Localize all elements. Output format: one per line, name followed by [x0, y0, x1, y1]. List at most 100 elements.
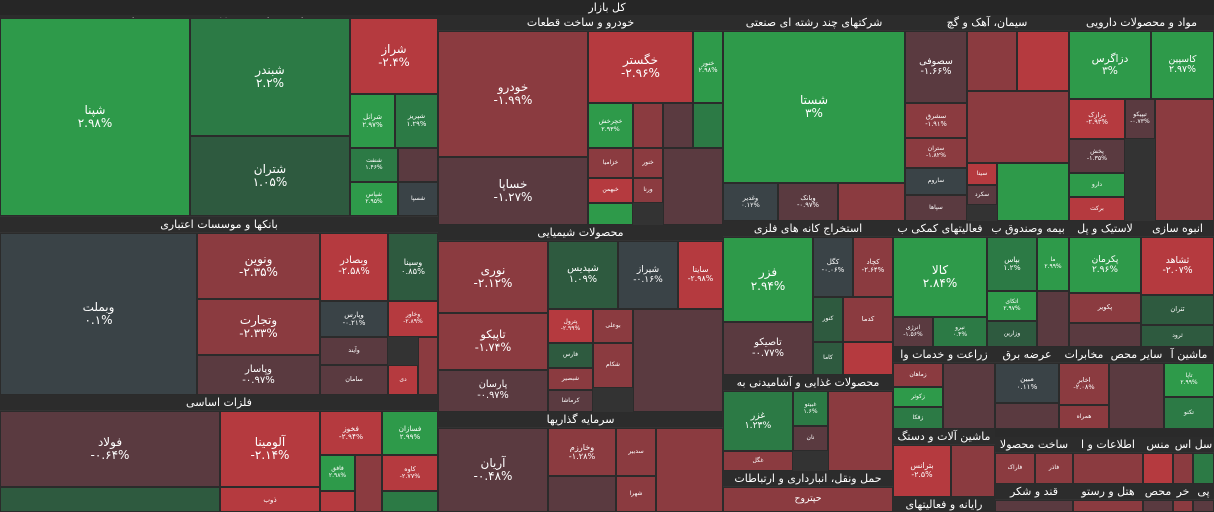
stock-tile[interactable]: [843, 342, 893, 375]
stock-tile[interactable]: نان: [793, 426, 828, 451]
stock-tile[interactable]: زفکا: [893, 407, 943, 429]
stock-tile[interactable]: [1143, 453, 1173, 484]
stock-tile[interactable]: وتجارت -۲.۳۳%: [197, 299, 320, 355]
sector-title[interactable]: مخابرات: [1059, 347, 1109, 362]
sector-title[interactable]: اطلاعات و ا: [1073, 437, 1143, 452]
stock-tile[interactable]: فاذر: [1035, 453, 1073, 484]
stock-tile[interactable]: فافق ۲.۹۸%: [320, 455, 355, 491]
stock-tile[interactable]: [633, 103, 663, 148]
stock-tile[interactable]: فسازان ۲.۹۹%: [382, 411, 438, 455]
stock-tile[interactable]: شیراز -۰.۱۶%: [618, 241, 678, 309]
stock-tile[interactable]: خگستر -۲.۹۶%: [588, 31, 693, 103]
sector-title[interactable]: قند و شکر: [995, 484, 1073, 499]
stock-tile[interactable]: انرژی -۱.۵۶%: [893, 317, 933, 347]
sector-title[interactable]: محصولات شیمیایی: [438, 225, 723, 240]
sector-title[interactable]: منس: [1143, 437, 1173, 452]
stock-tile[interactable]: تاپا ۲.۹۹%: [1164, 363, 1214, 397]
stock-tile[interactable]: ثرود: [1141, 325, 1214, 347]
stock-tile[interactable]: تیپیکو -۰.۷۳%: [1125, 99, 1155, 139]
stock-tile[interactable]: [1173, 453, 1193, 484]
sector-title[interactable]: خودرو و ساخت قطعات: [438, 15, 723, 30]
stock-tile[interactable]: کچاد -۲.۶۴%: [853, 237, 893, 297]
stock-tile[interactable]: وبملت ۰.۱%: [0, 233, 197, 395]
stock-tile[interactable]: وخاور -۲.۸۹%: [388, 301, 438, 337]
stock-tile[interactable]: [1143, 500, 1173, 512]
stock-tile[interactable]: مبین ۰.۱۱%: [995, 363, 1059, 403]
stock-tile[interactable]: وسینا ۰.۸۵%: [388, 233, 438, 301]
stock-tile[interactable]: شستا ۳%: [723, 31, 905, 183]
stock-tile[interactable]: بپاس ۱.۲%: [987, 237, 1037, 291]
stock-tile[interactable]: خبهمن: [588, 178, 633, 203]
stock-tile[interactable]: خنور ۲.۹۸%: [693, 31, 723, 103]
stock-tile[interactable]: کاما: [813, 342, 843, 375]
stock-tile[interactable]: نوری -۲.۱۲%: [438, 241, 548, 313]
stock-tile[interactable]: سکرد: [967, 185, 997, 205]
stock-tile[interactable]: پخش -۱.۳۵%: [1069, 139, 1125, 173]
sector-title[interactable]: فعالیتهای کمکی ب: [893, 221, 987, 236]
stock-tile[interactable]: کنور: [813, 297, 843, 342]
stock-tile[interactable]: اخابر -۲.۰۸%: [1059, 363, 1109, 405]
sector-title[interactable]: ساخت محصولا: [995, 437, 1073, 452]
stock-tile[interactable]: [828, 391, 893, 471]
stock-tile[interactable]: تاپیکو -۱.۷۴%: [438, 313, 548, 370]
stock-tile[interactable]: ثتران: [1141, 295, 1214, 325]
stock-tile[interactable]: [1017, 31, 1069, 91]
stock-tile[interactable]: [997, 163, 1069, 221]
stock-tile[interactable]: سپاها: [905, 195, 967, 221]
sector-title[interactable]: مواد و محصولات دارویی: [1069, 15, 1214, 30]
sector-title[interactable]: استخراج کانه های فلزی: [723, 221, 893, 236]
stock-tile[interactable]: نیرو ۰.۴%: [933, 317, 987, 347]
sector-title[interactable]: فلزات اساسی: [0, 395, 438, 410]
stock-tile[interactable]: غبیتو ۱.۶%: [793, 391, 828, 426]
stock-tile[interactable]: خنور: [633, 148, 663, 178]
stock-tile[interactable]: [967, 91, 1069, 163]
stock-tile[interactable]: کاوه -۲.۷۷%: [382, 455, 438, 491]
stock-tile[interactable]: شپاس ۲.۹۵%: [350, 182, 398, 216]
sector-title[interactable]: ماشین آلات و دستگ: [893, 429, 995, 444]
stock-tile[interactable]: خزامیا: [588, 148, 633, 178]
stock-tile[interactable]: بوعلی: [593, 309, 633, 343]
stock-tile[interactable]: [656, 428, 723, 512]
stock-tile[interactable]: شپنا ۲.۹۸%: [0, 18, 190, 216]
stock-tile[interactable]: ونوین -۲.۳۵%: [197, 233, 320, 299]
stock-tile[interactable]: وزارین: [987, 321, 1037, 347]
stock-tile[interactable]: خچرخش ۲.۹۳%: [588, 103, 633, 148]
stock-tile[interactable]: کاسپین ۲.۹۷%: [1151, 31, 1214, 99]
stock-tile[interactable]: [1073, 500, 1143, 512]
stock-tile[interactable]: غزر ۱.۲۳%: [723, 391, 793, 451]
stock-tile[interactable]: ثشاهد -۲.۰۷%: [1141, 237, 1214, 295]
stock-tile[interactable]: فاراک: [995, 453, 1035, 484]
sector-title[interactable]: سیمان، آهک و گچ: [905, 15, 1069, 30]
sector-title[interactable]: انبوه سازی: [1141, 221, 1214, 236]
stock-tile[interactable]: شپدیس ۱.۰۹%: [548, 241, 618, 309]
stock-tile[interactable]: [1109, 363, 1164, 429]
stock-tile[interactable]: [995, 500, 1073, 512]
sector-title[interactable]: عرضه برق: [995, 347, 1059, 362]
stock-tile[interactable]: [1193, 453, 1214, 484]
sector-title[interactable]: زراعت و خدمات وا: [893, 347, 995, 362]
stock-tile[interactable]: شسپا: [398, 182, 438, 216]
stock-tile[interactable]: فارس: [548, 343, 593, 368]
stock-tile[interactable]: پکویر: [1069, 293, 1141, 323]
stock-tile[interactable]: شبصیر: [548, 368, 593, 390]
stock-tile[interactable]: [663, 148, 723, 225]
stock-tile[interactable]: کالا ۲.۸۴%: [893, 237, 987, 317]
sector-title[interactable]: سرمایه گذاریها: [438, 412, 723, 427]
stock-tile[interactable]: زکوثر: [893, 387, 943, 407]
stock-tile[interactable]: حپتروح: [723, 487, 893, 512]
sector-title[interactable]: حمل ونقل، انبارداری و ارتباطات: [723, 471, 893, 486]
stock-tile[interactable]: فزر ۲.۹۴%: [723, 237, 813, 322]
stock-tile[interactable]: شتران ۱.۰۵%: [190, 136, 350, 216]
stock-tile[interactable]: [588, 203, 633, 225]
stock-tile[interactable]: [548, 476, 616, 512]
stock-tile[interactable]: کرماشا: [548, 390, 593, 412]
sector-title[interactable]: سایر محص: [1109, 347, 1164, 362]
sector-title[interactable]: بانکها و موسسات اعتباری: [0, 217, 438, 232]
sector-title[interactable]: هتل و رستو: [1073, 484, 1143, 499]
stock-tile[interactable]: سامان: [320, 365, 388, 395]
sector-title[interactable]: ماشین آ: [1164, 347, 1214, 362]
stock-tile[interactable]: غگل: [723, 451, 793, 471]
stock-tile[interactable]: همراه: [1059, 405, 1109, 429]
sector-title[interactable]: لاستیک و پل: [1069, 221, 1141, 236]
stock-tile[interactable]: زماهان: [893, 363, 943, 387]
